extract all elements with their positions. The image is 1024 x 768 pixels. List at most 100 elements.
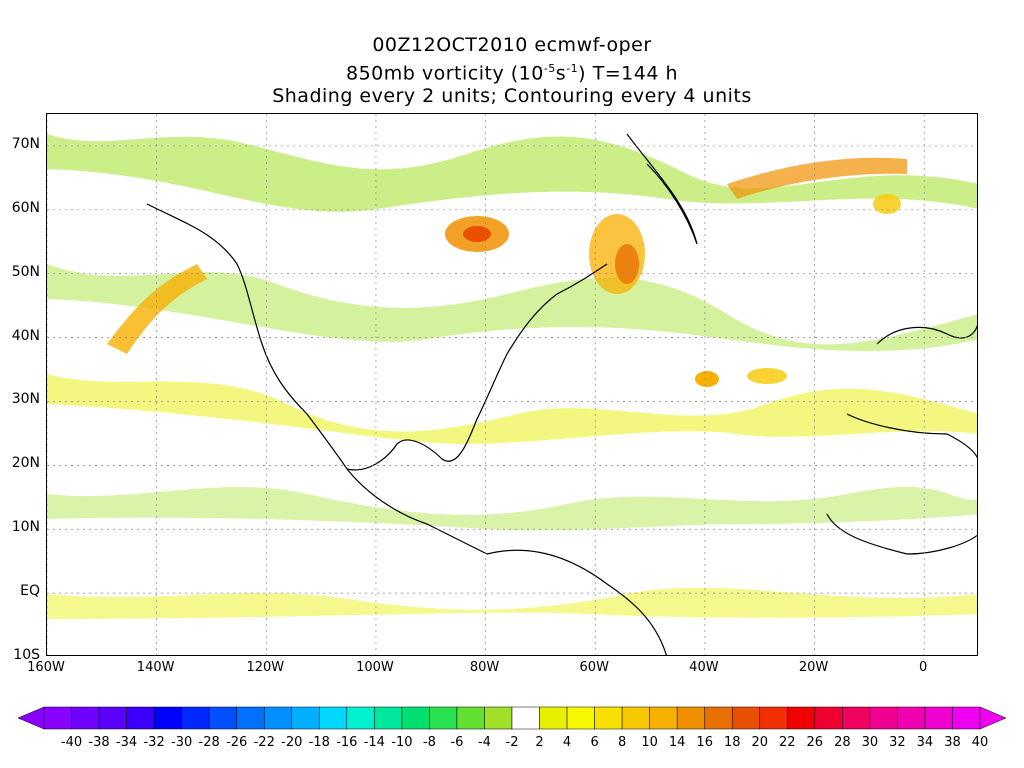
colorbar-swatch [181, 706, 210, 730]
vorticity-shading [47, 134, 977, 619]
longitude-label: 160W [27, 660, 65, 675]
coast-greenland [626, 133, 698, 245]
colorbar-tick-label: 16 [696, 735, 713, 750]
latitude-label: 60N [11, 199, 40, 216]
colorbar-tick-label: -18 [308, 735, 330, 750]
colorbar-tick-label: 18 [723, 735, 741, 750]
colorbar-swatch [291, 706, 320, 730]
title-line-3: Shading every 2 units; Contouring every … [272, 85, 752, 108]
colorbar-swatch [952, 706, 981, 730]
colorbar-swatch [346, 706, 375, 730]
colorbar-tick-label: -34 [115, 735, 138, 750]
longitude-label: 140W [136, 660, 175, 675]
map-gridlines [47, 114, 977, 655]
colorbar-tick-label: -8 [422, 735, 436, 750]
map-canvas [47, 114, 977, 655]
colorbar-swatch [539, 706, 568, 730]
colorbar-tick-label: -40 [60, 735, 83, 750]
colorbar-swatch [759, 706, 788, 730]
vorticity-max [873, 194, 901, 214]
vorticity-band [727, 157, 907, 199]
colorbar-swatch [236, 706, 265, 730]
colorbar-tick-label: 2 [535, 735, 544, 750]
longitude-label: 80W [469, 660, 500, 675]
colorbar-swatch [731, 706, 761, 730]
shade-band [47, 487, 977, 531]
colorbar-tick-label: 38 [944, 735, 961, 750]
colorbar-tick-label: 10 [641, 735, 658, 750]
colorbar-swatch [814, 706, 843, 730]
colorbar-tick-label: -30 [171, 735, 193, 750]
title-line-2-prefix: 850mb vorticity (10 [345, 62, 544, 85]
title-exponent-2: -1 [566, 62, 579, 75]
coastlines [146, 133, 977, 655]
longitude-label: 40W [689, 660, 719, 675]
colorbar-swatch [43, 706, 72, 730]
coast-europe [876, 324, 977, 345]
colorbar-swatch [511, 706, 540, 730]
longitude-label: 0 [919, 660, 928, 675]
coast-north-america-east [346, 263, 608, 471]
colorbar-swatch [319, 706, 348, 730]
colorbar-tick-label: 40 [971, 735, 989, 750]
vorticity-max [695, 371, 719, 387]
colorbar-swatch [869, 706, 898, 730]
colorbar-tick-label: -22 [253, 735, 275, 750]
colorbar-swatch [897, 706, 926, 730]
longitude-label: 120W [246, 660, 285, 675]
longitude-label: 60W [579, 660, 609, 675]
colorbar-swatch [787, 706, 816, 730]
latitude-label: EQ [20, 583, 40, 600]
colorbar-swatch [153, 706, 182, 730]
vorticity-map [46, 113, 978, 656]
colorbar-tick-label: -28 [198, 735, 220, 750]
colorbar-swatch [71, 706, 100, 730]
colorbar-swatch [566, 706, 595, 730]
colorbar-tick-label: 20 [751, 735, 769, 750]
colorbar-swatch [98, 706, 127, 730]
latitude-label: 70N [11, 135, 40, 152]
colorbar-tick-label: -2 [505, 735, 519, 750]
latitude-label: 40N [11, 327, 40, 344]
longitude-label: 20W [798, 660, 829, 675]
colorbar-tick-label: 22 [779, 735, 796, 750]
title-line-1: 00Z12OCT2010 ecmwf-oper [372, 34, 652, 56]
colorbar-swatch [126, 706, 155, 730]
latitude-label: 10S [13, 647, 40, 663]
vorticity-max [463, 226, 491, 242]
colorbar-right-arrow [979, 706, 1006, 730]
colorbar-swatch [374, 706, 403, 730]
colorbar-swatch [649, 706, 678, 730]
colorbar [18, 706, 1006, 730]
colorbar-tick-label: 32 [889, 735, 906, 750]
colorbar-tick-label: -16 [336, 735, 358, 750]
colorbar-tick-label: -4 [477, 735, 491, 750]
colorbar-tick-label: 26 [806, 735, 824, 750]
coast-central-america [346, 468, 488, 555]
title-line-2-suffix: ) T=144 h [578, 62, 678, 85]
colorbar-swatch [429, 706, 458, 730]
colorbar-swatch [676, 706, 705, 730]
colorbar-swatch [456, 706, 485, 730]
latitude-label: 30N [11, 391, 40, 408]
latitude-label: 50N [11, 263, 40, 280]
coast-north-america-west [146, 203, 348, 470]
colorbar-tick-label: -26 [226, 735, 248, 750]
colorbar-tick-label: 14 [668, 735, 686, 750]
colorbar-swatch [484, 706, 513, 730]
colorbar-tick-label: 30 [861, 735, 879, 750]
title-line-2: 850mb vorticity (10-5s-1) T=144 h [0, 57, 1024, 85]
colorbar-tick-label: 8 [617, 735, 627, 750]
colorbar-left-arrow [18, 706, 45, 730]
latitude-label: 10N [11, 519, 40, 536]
vorticity-band [107, 264, 207, 354]
latitude-label: 20N [11, 455, 40, 472]
colorbar-swatch [924, 706, 953, 730]
colorbar-tick-label: -32 [143, 735, 165, 750]
colorbar-tick-label: -38 [88, 735, 110, 750]
colorbar-tick-label: -14 [363, 735, 385, 750]
colorbar-swatch [263, 706, 293, 730]
title-line-2-unit: s [555, 62, 567, 85]
colorbar-tick-label: -20 [281, 735, 303, 750]
colorbar-swatch [208, 706, 237, 730]
